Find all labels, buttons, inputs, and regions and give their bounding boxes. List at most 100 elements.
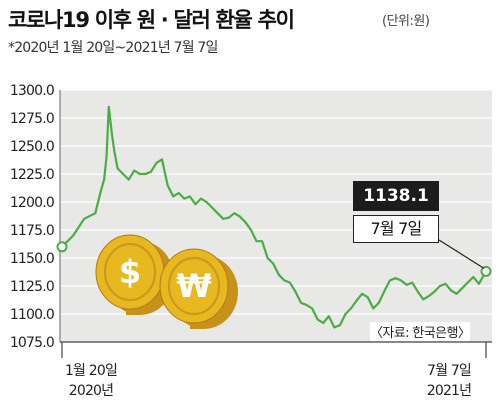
start-point-marker xyxy=(56,241,68,253)
data-point xyxy=(266,257,269,259)
y-tick-label: 1300.0 xyxy=(10,83,54,99)
svg-text:₩: ₩ xyxy=(176,267,211,305)
data-point xyxy=(327,315,330,318)
data-point xyxy=(166,184,169,187)
data-point xyxy=(155,161,158,164)
y-tick-label: 1125.0 xyxy=(10,279,54,295)
data-point xyxy=(294,290,297,293)
x-tick-start-year: 2020년 xyxy=(68,383,114,399)
data-point xyxy=(384,288,387,291)
data-point xyxy=(316,318,319,321)
source-note: 〈자료: 한국은행〉 xyxy=(370,322,471,341)
y-tick-label: 1100.0 xyxy=(10,307,54,323)
data-point xyxy=(455,292,458,295)
data-point xyxy=(305,304,308,306)
data-point xyxy=(361,292,364,295)
data-point xyxy=(127,178,130,181)
data-point xyxy=(283,279,286,282)
y-tick-label: 1225.0 xyxy=(10,167,54,183)
data-point xyxy=(389,279,391,282)
y-tick-label: 1175.0 xyxy=(10,223,54,239)
y-tick-label: 1200.0 xyxy=(10,195,54,211)
data-point xyxy=(372,307,375,310)
data-point xyxy=(255,240,258,243)
data-point xyxy=(300,301,302,304)
data-point xyxy=(333,326,336,329)
won-coin-icon: ₩ xyxy=(159,248,238,329)
callout-value: 1138.1 xyxy=(353,181,439,211)
callout-leader xyxy=(438,239,485,269)
y-tick-label: 1075.0 xyxy=(10,335,54,351)
data-point xyxy=(450,289,452,292)
data-point xyxy=(194,203,197,206)
data-point xyxy=(405,283,408,286)
data-point xyxy=(122,173,125,175)
data-point xyxy=(227,216,230,219)
data-point xyxy=(400,279,402,282)
data-point xyxy=(83,217,86,220)
data-point xyxy=(138,173,141,175)
data-point xyxy=(103,178,105,181)
data-point xyxy=(422,298,425,301)
data-point xyxy=(322,322,325,324)
data-point xyxy=(261,240,263,243)
data-point xyxy=(344,313,347,315)
data-point xyxy=(477,282,480,285)
data-point xyxy=(472,276,475,278)
data-point xyxy=(116,167,119,170)
data-point xyxy=(111,133,113,136)
data-point xyxy=(188,195,191,198)
data-point xyxy=(244,221,247,224)
data-point xyxy=(100,189,102,192)
data-point xyxy=(133,169,136,172)
data-point xyxy=(238,215,241,218)
data-point xyxy=(113,150,116,153)
data-point xyxy=(177,192,180,194)
data-point xyxy=(172,195,175,198)
callout-date: 7월 7일 xyxy=(353,215,439,243)
data-point xyxy=(107,105,110,108)
data-point xyxy=(350,307,352,310)
data-point xyxy=(183,197,186,200)
data-point xyxy=(427,295,430,297)
y-tick-label: 1275.0 xyxy=(10,111,54,127)
data-point xyxy=(466,281,469,284)
period-subtitle: *2020년 1월 20일~2021년 7월 7일 xyxy=(8,40,218,56)
data-point xyxy=(150,170,152,173)
data-point xyxy=(355,299,358,302)
data-point xyxy=(277,273,280,276)
data-point xyxy=(444,282,447,285)
svg-text:$: $ xyxy=(119,253,141,291)
data-point xyxy=(461,287,464,290)
x-tick-start: 1월 20일 2020년 xyxy=(50,360,132,400)
data-point xyxy=(416,290,419,293)
data-point xyxy=(105,156,108,159)
end-point-marker xyxy=(480,265,492,277)
data-point xyxy=(311,307,314,310)
data-point xyxy=(233,212,236,215)
unit-label: (단위:원) xyxy=(382,14,430,29)
data-point xyxy=(439,285,441,287)
data-point xyxy=(72,234,75,237)
data-point xyxy=(288,281,291,284)
x-tick-end: 7월 7일 2021년 xyxy=(408,360,490,400)
x-tick-end-year: 2021년 xyxy=(426,383,472,399)
data-point xyxy=(222,217,225,220)
data-point xyxy=(366,296,369,299)
x-tick-end-date: 7월 7일 xyxy=(426,363,472,379)
data-point xyxy=(216,212,219,215)
y-tick-label: 1250.0 xyxy=(10,139,54,155)
dollar-coin-icon: $ xyxy=(95,234,174,315)
data-point xyxy=(394,277,397,280)
data-point xyxy=(272,262,275,265)
data-point xyxy=(205,201,208,203)
data-point xyxy=(433,290,436,293)
data-point xyxy=(339,324,341,327)
chart-title: 코로나19 이후 원 · 달러 환율 추이 xyxy=(8,8,295,32)
data-point xyxy=(144,173,147,175)
data-point xyxy=(411,281,414,284)
data-point xyxy=(377,301,380,304)
data-point xyxy=(161,158,163,161)
y-tick-label: 1150.0 xyxy=(10,251,54,267)
